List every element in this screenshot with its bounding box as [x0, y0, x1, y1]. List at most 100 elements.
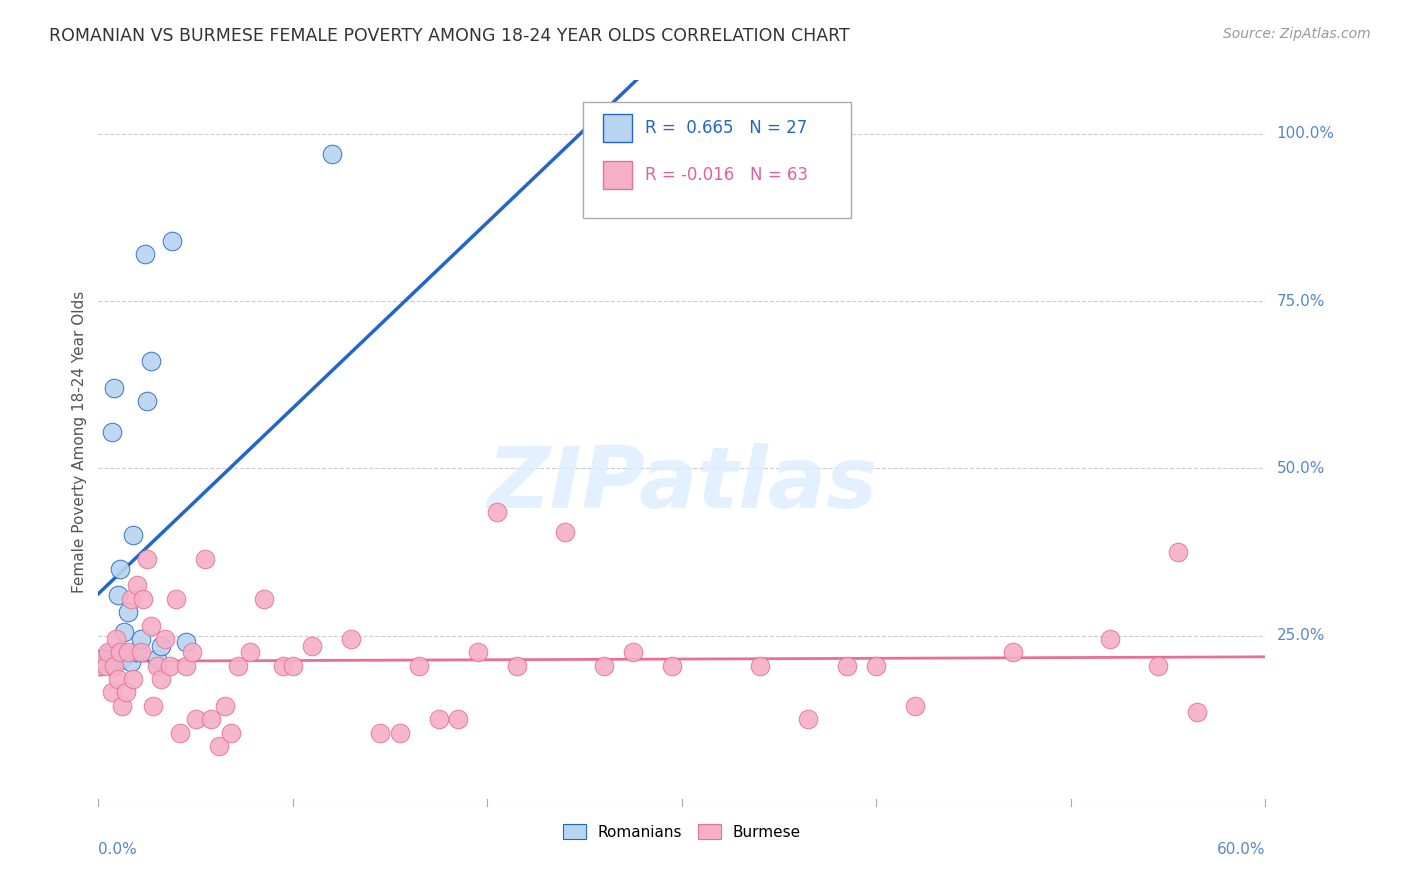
Point — [101, 685, 124, 699]
Point — [117, 605, 139, 619]
Text: 60.0%: 60.0% — [1218, 842, 1265, 856]
Point — [129, 645, 152, 659]
Text: ROMANIAN VS BURMESE FEMALE POVERTY AMONG 18-24 YEAR OLDS CORRELATION CHART: ROMANIAN VS BURMESE FEMALE POVERTY AMONG… — [49, 27, 851, 45]
Point — [91, 652, 114, 666]
Point — [340, 632, 363, 646]
Point — [129, 632, 152, 646]
Point — [96, 658, 118, 673]
Text: ZIPatlas: ZIPatlas — [486, 443, 877, 526]
Point — [1147, 658, 1170, 673]
Point — [505, 658, 527, 673]
Point — [142, 698, 165, 713]
Point — [121, 591, 143, 606]
Text: R = -0.016   N = 63: R = -0.016 N = 63 — [644, 166, 807, 184]
Point — [93, 655, 115, 669]
Point — [661, 147, 683, 161]
Point — [748, 658, 770, 673]
Point — [593, 658, 616, 673]
Point — [139, 618, 162, 632]
Point — [108, 645, 131, 659]
Point — [228, 658, 250, 673]
Point — [98, 652, 121, 666]
Point — [89, 658, 111, 673]
Point — [486, 505, 509, 519]
Point — [121, 655, 143, 669]
Point — [214, 698, 236, 713]
Point — [370, 725, 392, 739]
Text: 25.0%: 25.0% — [1277, 628, 1324, 643]
Point — [107, 672, 129, 686]
Point — [271, 658, 294, 673]
Point — [122, 528, 145, 542]
Point — [149, 639, 172, 653]
Point — [107, 589, 129, 603]
Point — [1098, 632, 1121, 646]
Point — [112, 625, 135, 640]
Point — [122, 672, 145, 686]
Point — [281, 658, 304, 673]
Point — [127, 578, 149, 592]
Point — [208, 739, 231, 753]
Point — [103, 658, 125, 673]
Point — [149, 672, 172, 686]
Point — [837, 658, 859, 673]
Point — [253, 591, 276, 606]
Point — [321, 147, 343, 161]
Text: 100.0%: 100.0% — [1277, 127, 1334, 141]
Legend: Romanians, Burmese: Romanians, Burmese — [557, 818, 807, 846]
Point — [96, 652, 118, 666]
Point — [865, 658, 887, 673]
Point — [101, 425, 124, 439]
FancyBboxPatch shape — [582, 102, 851, 218]
Point — [114, 685, 136, 699]
Text: 50.0%: 50.0% — [1277, 461, 1324, 475]
Point — [89, 658, 111, 673]
Point — [184, 712, 207, 726]
Point — [108, 562, 131, 576]
Point — [134, 247, 156, 261]
Point — [165, 591, 187, 606]
Point — [97, 645, 120, 659]
Point — [388, 725, 411, 739]
Point — [467, 645, 489, 659]
FancyBboxPatch shape — [603, 161, 631, 189]
Point — [127, 645, 149, 659]
Text: R =  0.665   N = 27: R = 0.665 N = 27 — [644, 119, 807, 137]
Point — [136, 394, 159, 409]
Point — [408, 658, 430, 673]
Point — [97, 648, 120, 663]
Point — [103, 381, 125, 395]
Point — [117, 645, 139, 659]
Point — [1167, 545, 1189, 559]
Point — [146, 658, 169, 673]
Point — [1187, 706, 1209, 720]
Point — [146, 652, 169, 666]
Point — [136, 551, 159, 566]
Point — [904, 698, 927, 713]
Point — [797, 712, 820, 726]
Text: 75.0%: 75.0% — [1277, 293, 1324, 309]
Point — [111, 652, 134, 666]
Point — [301, 639, 323, 653]
Point — [139, 354, 162, 368]
Point — [621, 645, 644, 659]
Point — [162, 234, 184, 248]
Point — [554, 524, 576, 539]
Text: Source: ZipAtlas.com: Source: ZipAtlas.com — [1223, 27, 1371, 41]
Point — [239, 645, 262, 659]
Point — [104, 655, 127, 669]
Point — [219, 725, 242, 739]
Point — [169, 725, 191, 739]
Point — [174, 635, 197, 649]
Point — [111, 698, 134, 713]
Y-axis label: Female Poverty Among 18-24 Year Olds: Female Poverty Among 18-24 Year Olds — [72, 291, 87, 592]
Point — [89, 652, 111, 666]
Point — [427, 712, 450, 726]
Point — [447, 712, 470, 726]
Point — [104, 632, 127, 646]
Point — [200, 712, 222, 726]
Point — [194, 551, 217, 566]
Point — [1001, 645, 1024, 659]
Point — [180, 645, 202, 659]
Point — [159, 658, 181, 673]
